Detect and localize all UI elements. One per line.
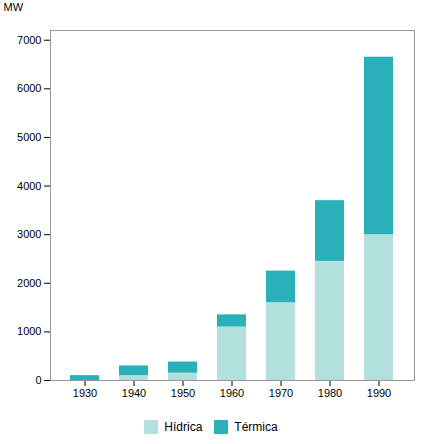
svg-text:7000: 7000	[17, 34, 41, 46]
svg-text:5000: 5000	[17, 131, 41, 143]
svg-text:6000: 6000	[17, 82, 41, 94]
svg-text:1930: 1930	[73, 387, 97, 399]
svg-text:1950: 1950	[171, 387, 195, 399]
svg-text:1940: 1940	[122, 387, 146, 399]
svg-text:4000: 4000	[17, 180, 41, 192]
svg-text:1990: 1990	[367, 387, 391, 399]
svg-text:1980: 1980	[318, 387, 342, 399]
html-text:Hídrica: Hídrica	[164, 419, 203, 434]
svg-text:1970: 1970	[269, 387, 293, 399]
svg-text:MW: MW	[4, 1, 24, 13]
svg-text:3000: 3000	[17, 228, 41, 240]
svg-text:1960: 1960	[220, 387, 244, 399]
html-text:Térmica: Térmica	[234, 419, 278, 434]
svg-text:0: 0	[35, 374, 41, 386]
svg-text:1000: 1000	[17, 325, 41, 337]
svg-text:2000: 2000	[17, 277, 41, 289]
